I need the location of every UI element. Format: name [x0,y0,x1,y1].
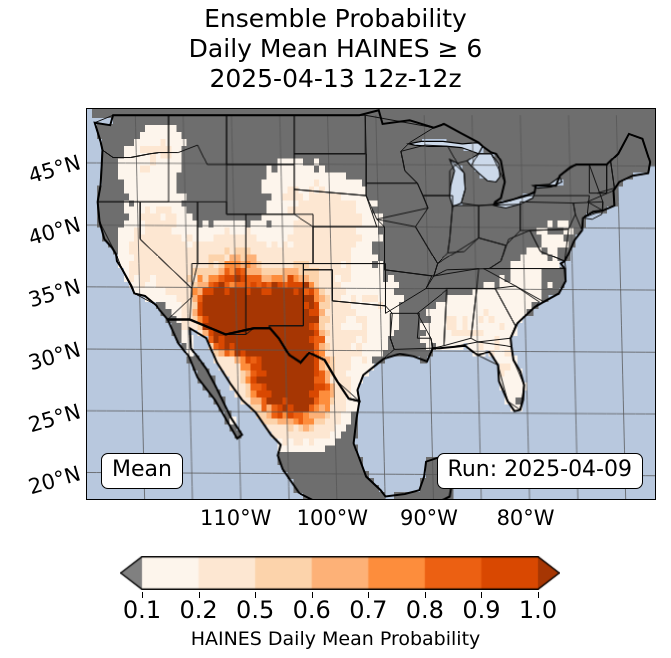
lon-tick-80°W: 80°W [496,506,555,530]
colorbar-tick-mark-0.1 [142,592,143,598]
lat-tick-35°N: 35°N [25,274,84,313]
title-line-3: 2025-04-13 12z-12z [209,64,462,93]
probability-heatmap [87,109,655,499]
title-line-1: Ensemble Probability [204,4,467,33]
colorbar-tick-mark-0.2 [198,592,200,598]
colorbar-gradient [120,556,560,590]
run-label-text: Run: 2025-04-09 [447,457,632,482]
colorbar-tick-label-0.8: 0.8 [405,596,444,624]
lon-tick-100°W: 100°W [296,506,369,530]
colorbar-tick-label-1.0: 1.0 [518,596,558,624]
map-axes[interactable]: Mean Run: 2025-04-09 [86,108,656,500]
lat-tick-25°N: 25°N [25,399,84,438]
lat-tick-30°N: 30°N [25,337,84,375]
colorbar-title: HAINES Daily Mean Probability [190,628,481,650]
colorbar-tick-mark-0.6 [311,592,313,598]
colorbar-tick-label-0.2: 0.2 [179,596,218,624]
lat-tick-45°N: 45°N [25,150,84,189]
colorbar-tick-label-0.7: 0.7 [349,596,388,624]
colorbar-tick-label-0.9: 0.9 [462,596,501,624]
colorbar-tick-mark-0.7 [368,592,370,598]
colorbar-tick-label-0.5: 0.5 [236,596,275,624]
colorbar: 0.1 0.2 0.5 0.6 0.7 0.8 0.9 1.0 HAINES Daily Me… [0,548,671,658]
colorbar-tick-mark-0.5 [255,592,257,598]
lon-tick-110°W: 110°W [200,506,272,530]
colorbar-tick-label-0.1: 0.1 [122,596,162,624]
colorbar-tick-mark-0.8 [424,592,426,598]
lat-tick-20°N: 20°N [25,461,84,500]
mean-label-text: Mean [112,457,172,482]
mean-label-box: Mean [101,453,183,489]
colorbar-tick-mark-1.0 [538,592,539,598]
colorbar-tick-label-0.6: 0.6 [292,596,331,624]
lon-tick-90°W: 90°W [399,506,458,530]
page-title: Ensemble Probability Daily Mean HAINES ≥… [0,4,671,94]
run-label-box: Run: 2025-04-09 [436,453,643,489]
title-line-2: Daily Mean HAINES ≥ 6 [188,34,483,63]
colorbar-tick-mark-0.9 [481,592,483,598]
lat-tick-40°N: 40°N [25,212,84,251]
